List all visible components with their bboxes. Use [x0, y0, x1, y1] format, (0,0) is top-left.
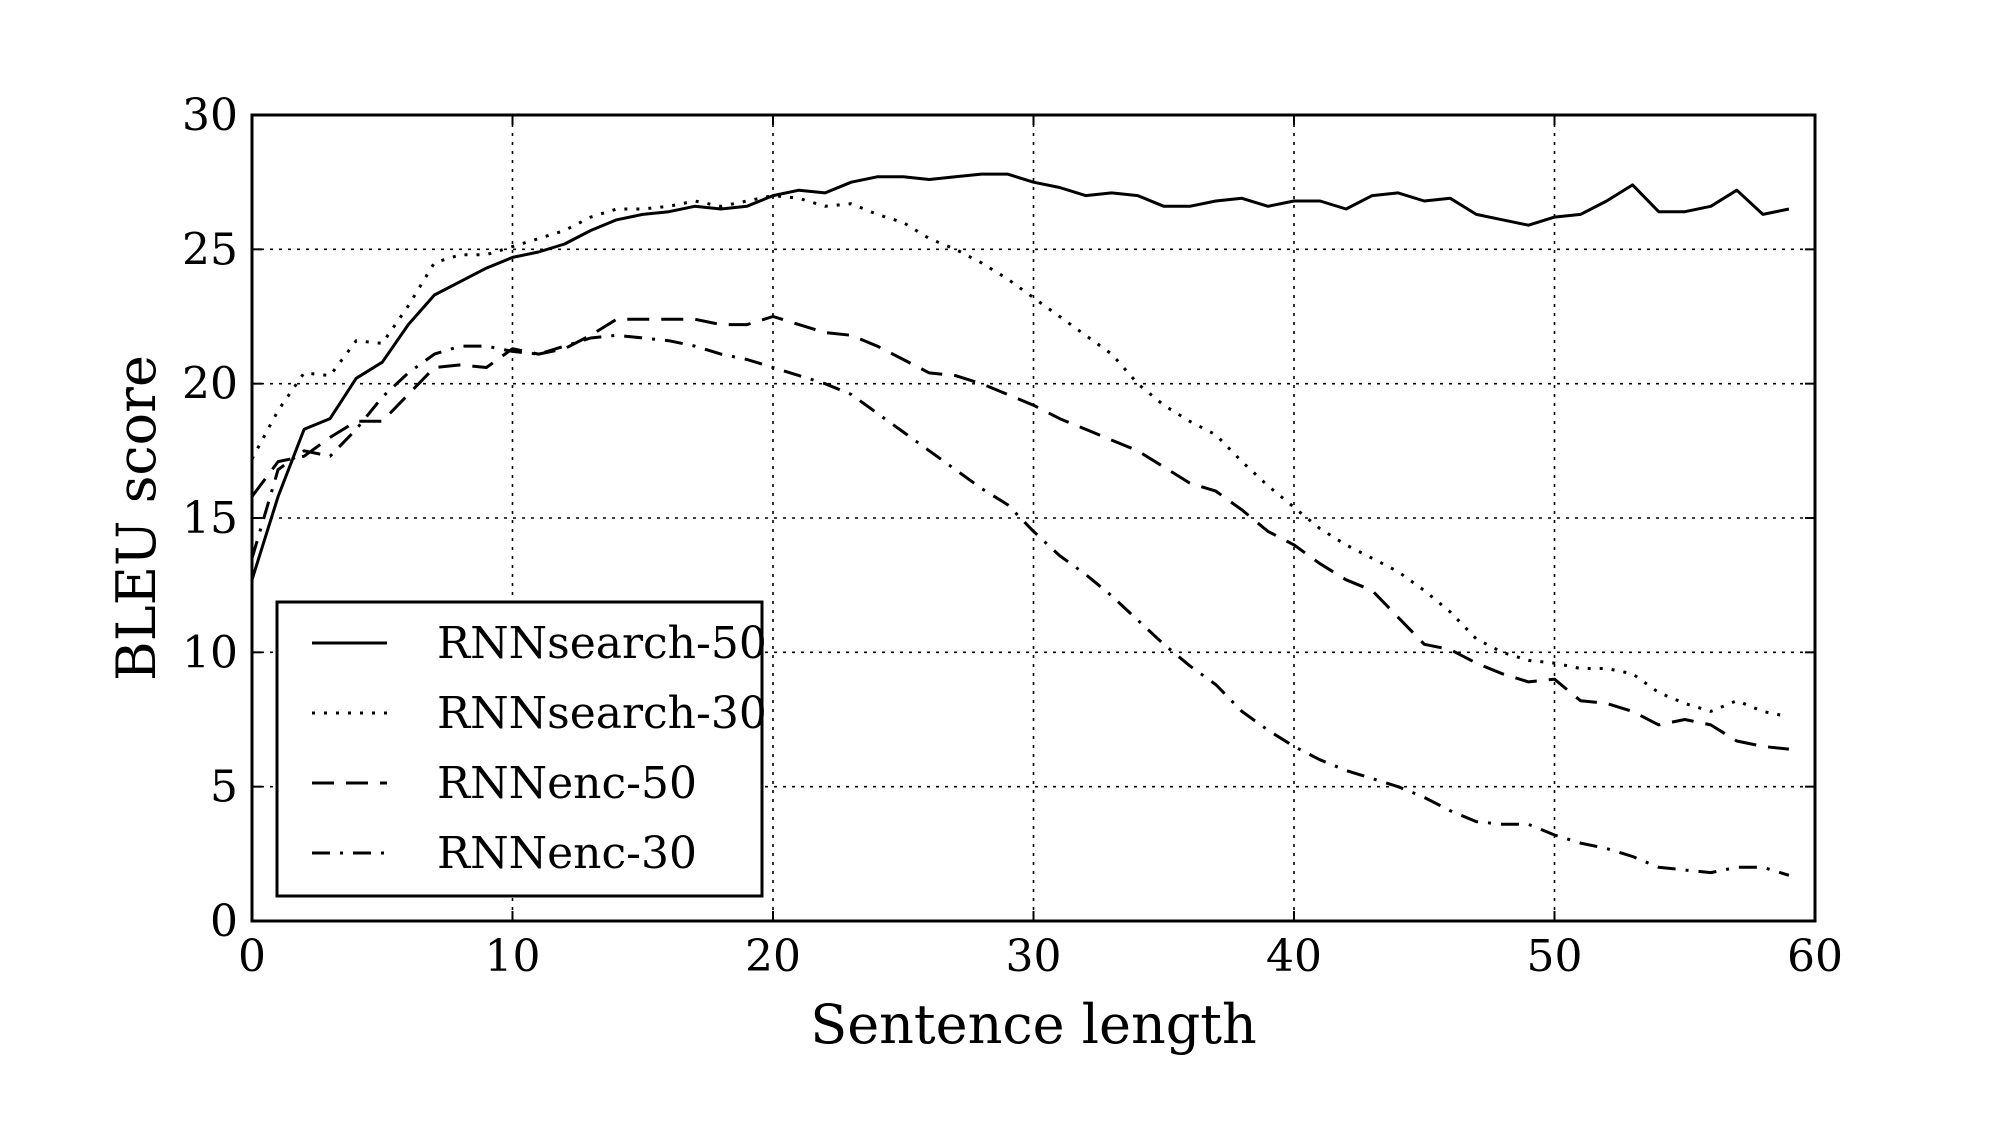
legend-box — [275, 600, 764, 898]
legend-label: RNNsearch-30 — [437, 688, 767, 739]
legend-label: RNNenc-30 — [437, 828, 697, 879]
y-tick-label: 5 — [210, 762, 238, 813]
x-tick-label: 40 — [1266, 931, 1322, 982]
y-tick-label: 15 — [182, 493, 238, 544]
y-tick-label: 10 — [182, 627, 238, 678]
x-tick-label: 60 — [1787, 931, 1843, 982]
x-tick-label: 50 — [1527, 931, 1583, 982]
legend-label: RNNsearch-50 — [437, 618, 767, 669]
x-tick-label: 0 — [238, 931, 266, 982]
y-axis-label: BLEU score — [105, 355, 168, 681]
legend-label: RNNenc-50 — [437, 758, 697, 809]
series-line — [250, 194, 1790, 719]
y-tick-label: 25 — [182, 224, 238, 275]
x-tick-label: 10 — [485, 931, 541, 982]
y-tick-label: 30 — [182, 90, 238, 141]
tick-labels: 0 10 20 30 40 50 60 0 5 10 15 20 25 30 — [182, 90, 1843, 982]
series-lines — [250, 172, 1790, 877]
x-tick-label: 20 — [745, 931, 801, 982]
y-tick-label: 0 — [210, 896, 238, 947]
series-line — [250, 333, 1790, 877]
legend: RNNsearch-50 RNNsearch-30 RNNenc-50 RNNenc-… — [275, 600, 767, 898]
x-axis-label: Sentence length — [810, 993, 1257, 1056]
series-line — [250, 172, 1790, 581]
axis-ticks — [251, 114, 1816, 922]
x-tick-label: 30 — [1006, 931, 1062, 982]
y-tick-label: 20 — [182, 359, 238, 410]
